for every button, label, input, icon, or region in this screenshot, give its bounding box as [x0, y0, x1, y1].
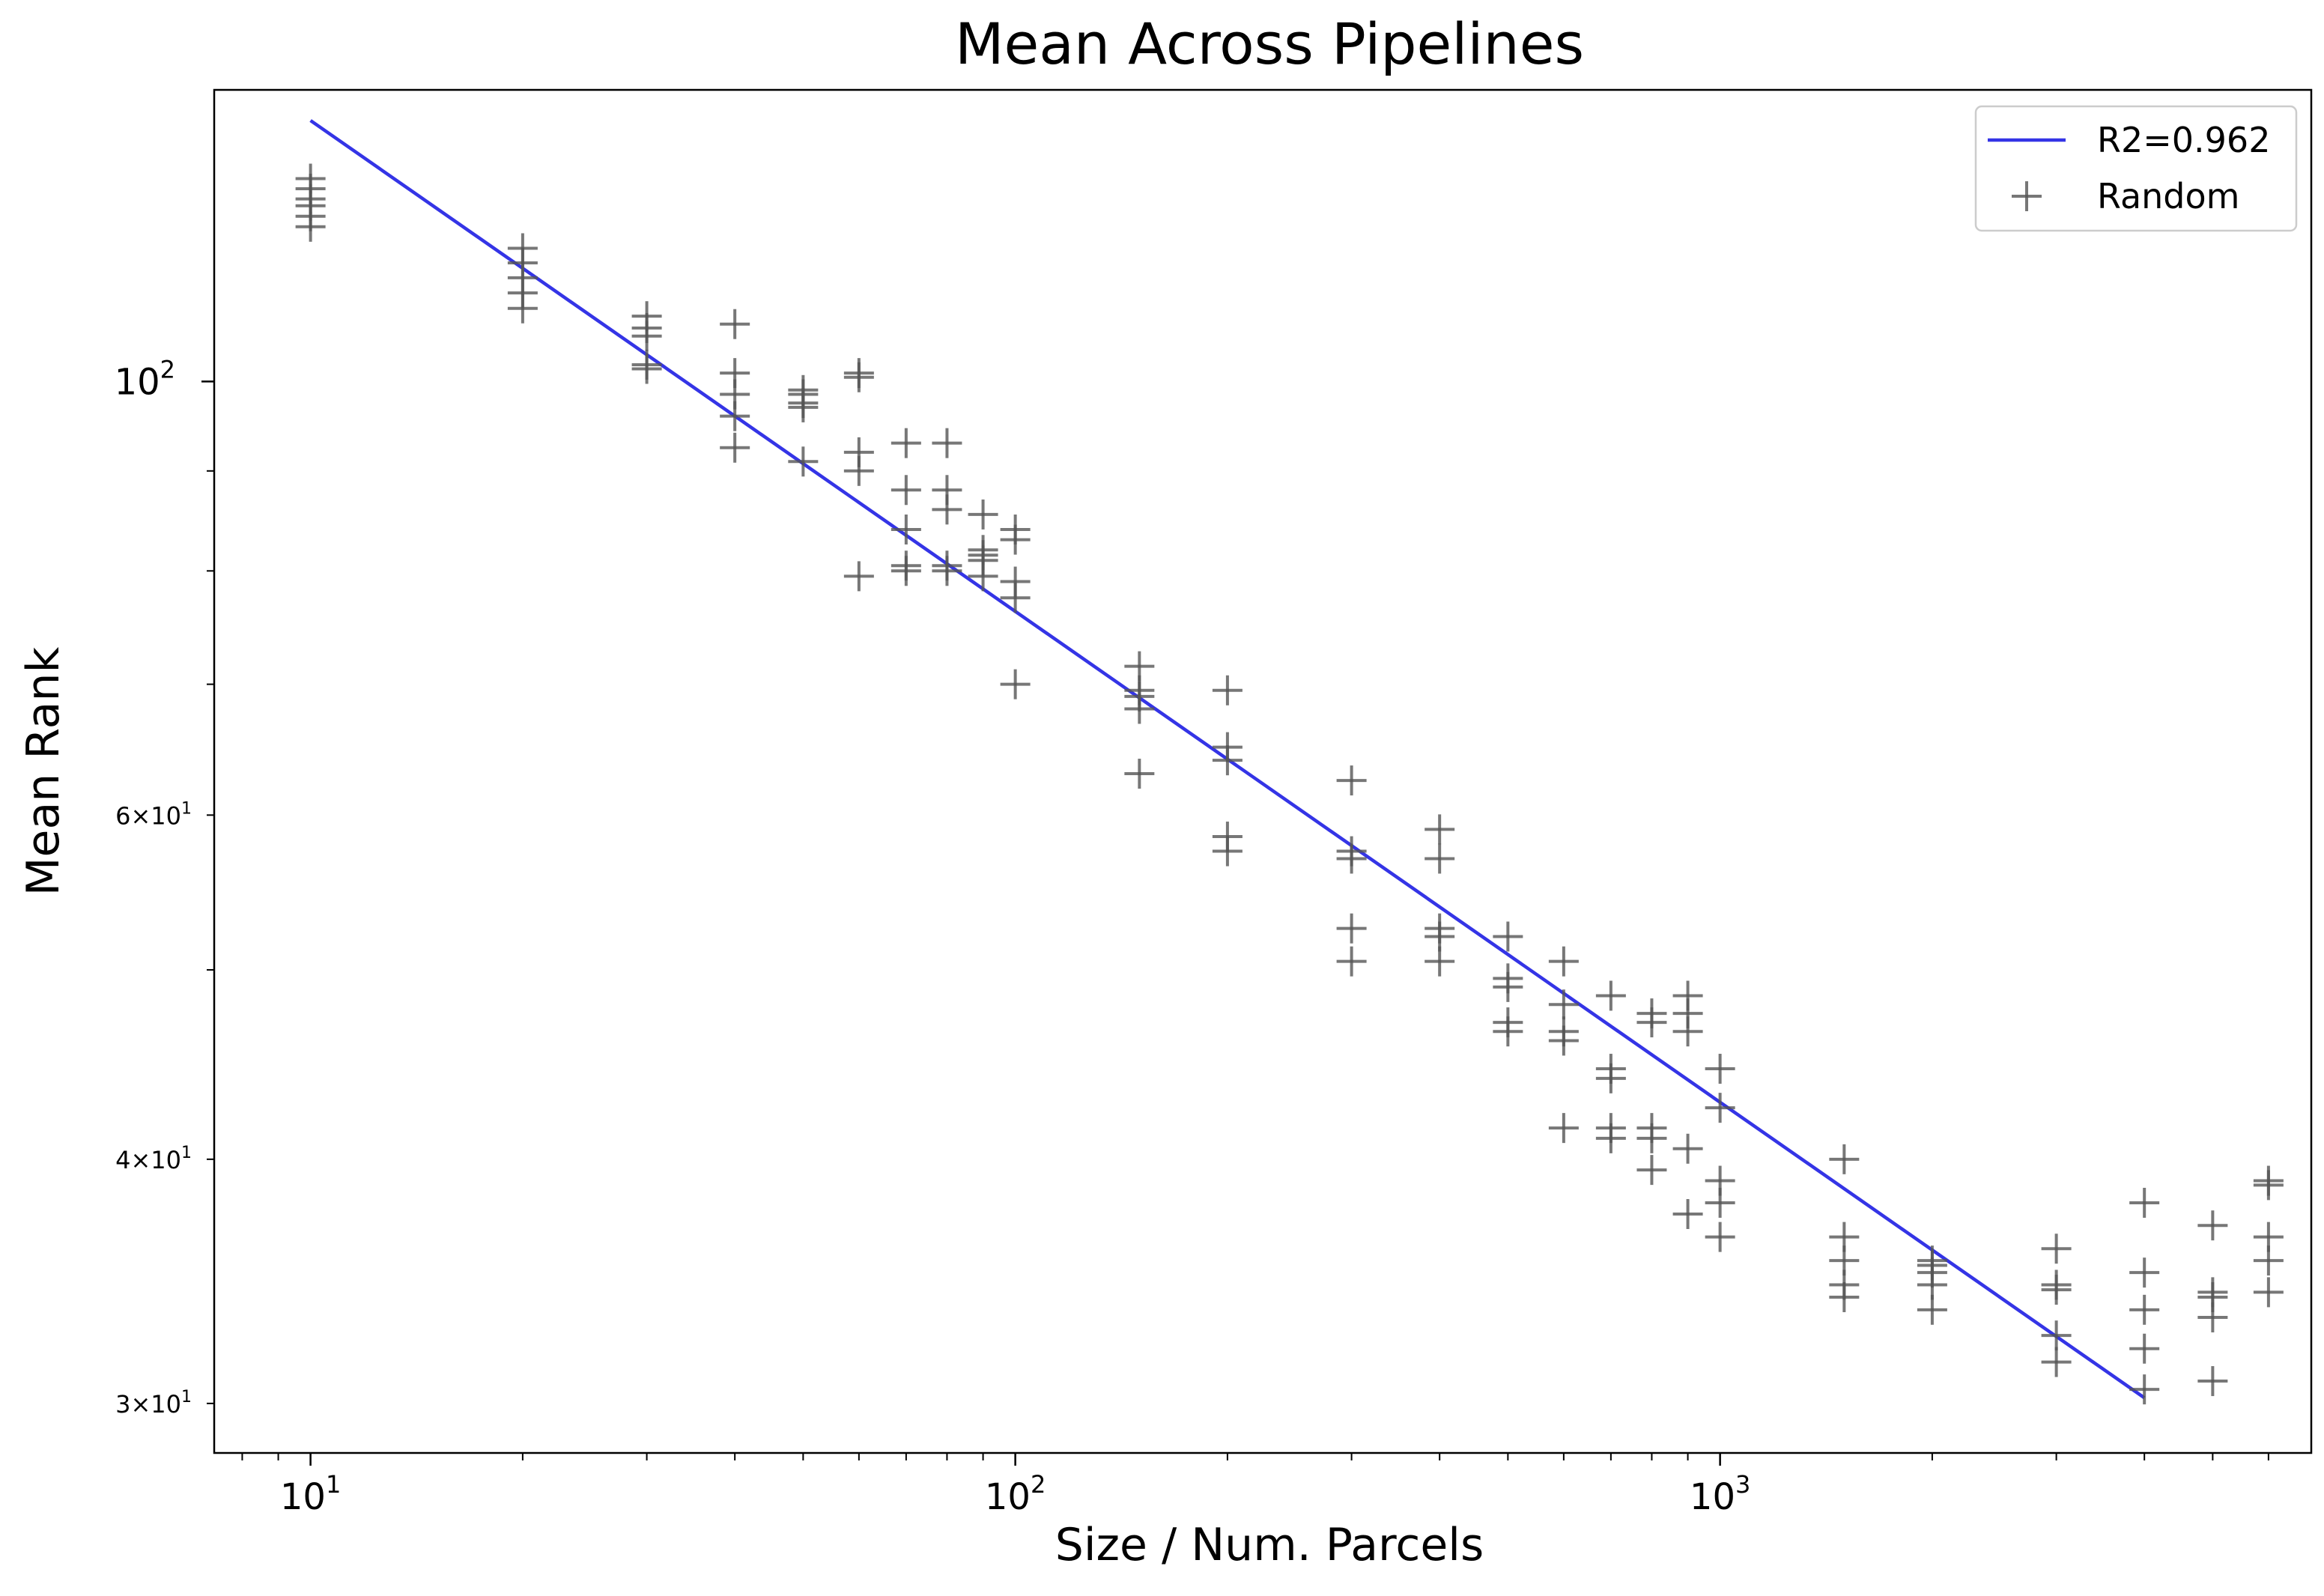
scatter-point	[2197, 1366, 2228, 1397]
scatter-point	[1636, 1123, 1667, 1153]
scatter-point	[1829, 1282, 1860, 1313]
scatter-point	[932, 428, 962, 458]
scatter-point	[1336, 843, 1367, 874]
legend-box	[1974, 105, 2298, 232]
scatter-point	[788, 446, 819, 477]
x-tick-label: 101	[280, 1470, 341, 1518]
y-axis-label: Mean Rank	[17, 647, 70, 896]
scatter-point	[1705, 1222, 1735, 1252]
scatter-point	[1212, 836, 1243, 867]
scatter-point	[2041, 1320, 2072, 1351]
scatter-point	[1212, 745, 1243, 776]
scatter-point	[1124, 759, 1155, 789]
scatter-point	[720, 401, 750, 431]
scatter-point	[2129, 1187, 2160, 1218]
scatter-point	[1425, 814, 1455, 845]
scatter-point	[1636, 1007, 1667, 1038]
scatter-point	[1595, 1123, 1626, 1153]
scatter-point	[1000, 524, 1031, 555]
scatter-point	[1595, 980, 1626, 1011]
scatter-point	[2129, 1257, 2160, 1288]
scatter-point	[2197, 1302, 2228, 1333]
scatter-point	[2129, 1333, 2160, 1364]
y-tick-label: 102	[115, 355, 175, 403]
scatter-point	[1548, 1113, 1579, 1144]
y-minor-tick-label: 6×101	[115, 799, 192, 830]
scatter-point	[1595, 1063, 1626, 1093]
scatter-point	[1705, 1187, 1735, 1218]
scatter-point	[843, 455, 874, 486]
scatter-point	[843, 561, 874, 592]
chart-title: Mean Across Pipelines	[955, 10, 1584, 77]
scatter-point	[631, 354, 662, 384]
scatter-point	[1548, 946, 1579, 977]
scatter-point	[2253, 1245, 2284, 1276]
scatter-point	[2253, 1170, 2284, 1201]
scatter-point	[932, 556, 962, 586]
scatter-point	[1829, 1144, 1860, 1174]
scatter-point	[1705, 1054, 1735, 1084]
x-tick-label: 103	[1690, 1470, 1750, 1518]
scatter-point	[1672, 1016, 1703, 1047]
plot-area	[295, 119, 2284, 1405]
scatter-point	[1425, 946, 1455, 977]
scatter-point	[1548, 989, 1579, 1020]
scatter-point	[720, 432, 750, 463]
legend-fit-line-label: R2=0.962	[2097, 120, 2270, 160]
scatter-point	[720, 309, 750, 339]
scatter-point	[891, 428, 921, 458]
scatter-point	[1493, 921, 1523, 952]
scatter-point	[2129, 1294, 2160, 1325]
scatter-point	[843, 362, 874, 392]
scatter-point	[1636, 1155, 1667, 1186]
scatter-point	[1672, 1198, 1703, 1229]
scatter-point	[1336, 946, 1367, 977]
scatter-point	[1917, 1294, 1947, 1325]
legend: R2=0.962 Random	[1974, 105, 2298, 232]
scatter-point	[2197, 1210, 2228, 1241]
scatter-point	[1493, 1016, 1523, 1047]
scatter-point	[968, 561, 998, 592]
scatter-point	[788, 392, 819, 422]
y-minor-tick-label: 4×101	[115, 1144, 192, 1174]
scatter-point	[1336, 913, 1367, 944]
scatter-point	[1425, 843, 1455, 874]
scatter-point	[1917, 1269, 1947, 1300]
scatter-point	[2041, 1275, 2072, 1305]
plot-frame	[213, 88, 2313, 1454]
scatter-point	[295, 211, 326, 242]
y-minor-tick-label: 3×101	[115, 1388, 192, 1419]
scatter-point	[1672, 1133, 1703, 1164]
scatter-point	[968, 499, 998, 530]
x-tick-label: 102	[985, 1470, 1046, 1518]
scatter-point	[1212, 675, 1243, 706]
scatter-point	[932, 494, 962, 525]
axis-ticks: 101 102 103 102 3×101 4×101 6×101	[115, 88, 2313, 1518]
legend-random-label: Random	[2097, 176, 2239, 216]
scatter-point	[2041, 1234, 2072, 1264]
scatter-point	[631, 321, 662, 351]
scatter-point	[1124, 694, 1155, 724]
scatter-point	[891, 556, 921, 586]
scatter-point	[1000, 583, 1031, 613]
scatter-point	[891, 514, 921, 544]
scatter-point	[2253, 1277, 2284, 1308]
scatter-point	[891, 475, 921, 506]
legend-random-marker	[2012, 181, 2042, 211]
scatter-point	[1336, 765, 1367, 796]
scatter-point	[507, 293, 538, 324]
scatter-point	[1705, 1093, 1735, 1123]
scatter-point	[1548, 1025, 1579, 1056]
scatter-point	[2129, 1374, 2160, 1405]
scatter-point	[1493, 971, 1523, 1002]
scatter-point	[1000, 669, 1031, 700]
x-axis-label: Size / Num. Parcels	[1055, 1519, 1484, 1571]
scatter-point	[2041, 1347, 2072, 1377]
